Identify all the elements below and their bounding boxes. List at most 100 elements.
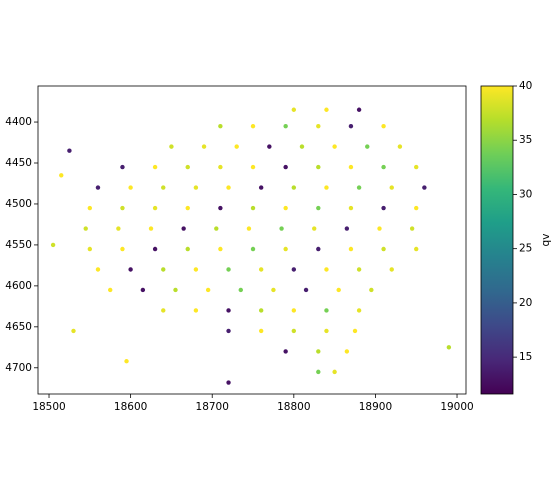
point <box>348 123 354 129</box>
point <box>291 328 297 334</box>
point <box>108 287 113 293</box>
point <box>356 267 362 272</box>
x-tick-label: 18900 <box>359 401 392 413</box>
point <box>316 369 321 375</box>
point <box>324 328 329 334</box>
point <box>356 308 362 313</box>
x-tick-label: 18700 <box>196 401 229 413</box>
point <box>258 308 264 313</box>
point <box>185 205 190 211</box>
point <box>324 308 329 313</box>
point <box>185 164 190 170</box>
point <box>120 246 125 252</box>
point <box>414 246 419 252</box>
point <box>116 226 121 231</box>
point <box>250 123 256 129</box>
point <box>59 173 64 178</box>
point <box>344 349 350 354</box>
point <box>332 144 337 149</box>
point <box>422 185 427 190</box>
point <box>344 226 350 231</box>
point <box>316 246 321 252</box>
point <box>120 205 125 211</box>
point <box>193 185 199 190</box>
y-tick-label: 4450 <box>5 157 32 169</box>
point <box>348 246 354 252</box>
point <box>169 144 174 149</box>
point <box>226 308 231 313</box>
point <box>226 267 231 272</box>
point <box>283 349 288 354</box>
point <box>356 107 362 112</box>
point <box>218 246 223 252</box>
point <box>283 164 288 170</box>
point <box>250 246 256 252</box>
point <box>389 185 394 190</box>
colorbar <box>480 85 514 395</box>
plot-frame <box>37 85 467 395</box>
y-tick-label: 4500 <box>5 198 32 210</box>
point <box>352 328 358 334</box>
colorbar-label: qv <box>540 234 552 247</box>
x-tick-label: 19000 <box>440 401 473 413</box>
point <box>173 287 178 293</box>
point <box>279 226 284 231</box>
x-tick-label: 18600 <box>114 401 147 413</box>
x-tick-label: 18500 <box>32 401 65 413</box>
point <box>316 349 321 354</box>
point <box>185 246 190 252</box>
point <box>324 185 329 190</box>
point <box>120 164 125 170</box>
point <box>267 144 272 149</box>
point <box>316 123 321 129</box>
point <box>258 185 264 190</box>
point <box>214 226 219 231</box>
colorbar-tick-label: 30 <box>519 188 532 200</box>
point <box>348 164 354 170</box>
point <box>193 267 199 272</box>
point <box>258 267 264 272</box>
point <box>336 287 341 293</box>
point <box>348 205 354 211</box>
y-tick-label: 4700 <box>5 362 32 374</box>
point <box>299 144 305 149</box>
point <box>316 164 321 170</box>
point <box>205 287 211 293</box>
point <box>71 328 76 334</box>
point <box>291 308 297 313</box>
point <box>140 287 146 293</box>
point <box>381 123 386 129</box>
point <box>283 205 288 211</box>
points <box>50 107 452 385</box>
point <box>303 287 309 293</box>
point <box>283 123 288 129</box>
point <box>414 205 419 211</box>
point <box>258 328 264 334</box>
point <box>324 107 329 112</box>
point <box>148 226 154 231</box>
point <box>83 226 88 231</box>
point <box>414 164 419 170</box>
point <box>324 267 329 272</box>
colorbar-tick-label: 20 <box>519 297 532 309</box>
colorbar-tick-label: 25 <box>519 243 532 255</box>
point <box>369 287 374 293</box>
point <box>250 205 256 211</box>
point <box>246 226 252 231</box>
point <box>409 226 415 231</box>
colorbar-tick-label: 35 <box>519 134 532 146</box>
point <box>397 144 403 149</box>
point <box>67 148 72 153</box>
point <box>161 185 166 190</box>
point <box>152 164 158 170</box>
point <box>238 287 243 293</box>
point <box>381 246 386 252</box>
point <box>218 205 223 211</box>
point <box>161 308 166 313</box>
point <box>226 328 231 334</box>
x-tick-label: 18800 <box>277 401 310 413</box>
y-tick-label: 4650 <box>5 321 32 333</box>
point <box>312 226 317 231</box>
point <box>283 246 288 252</box>
